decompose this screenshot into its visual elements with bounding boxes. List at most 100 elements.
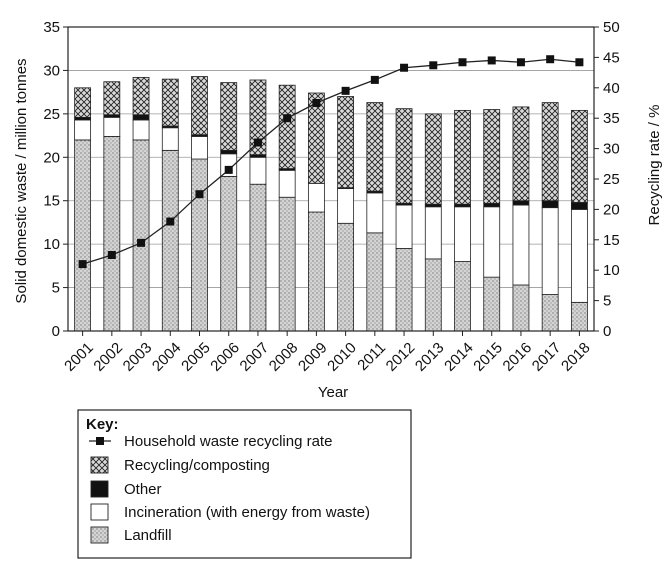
legend-label: Landfill (124, 527, 172, 544)
bar-segment-recycling-composting (307, 92, 325, 184)
line-point (283, 114, 292, 123)
y2-tick-label: 40 (603, 80, 620, 97)
bar-segment-recycling-composting (424, 113, 442, 205)
bar-segment-recycling-composting (541, 102, 559, 202)
bar-segment-landfill (191, 158, 208, 332)
x-tick-label: 2011 (354, 339, 389, 374)
y2-tick-label: 5 (603, 293, 611, 310)
bar-segment-recycling-composting (132, 76, 150, 116)
bar-segment-recycling-composting (483, 109, 501, 204)
bar-segment-other (132, 114, 150, 121)
right-axis-ticks: 0 5 10 15 20 25 30 35 40 45 50 (594, 19, 620, 340)
y-tick-label: 30 (43, 62, 60, 79)
y2-tick-label: 25 (603, 171, 620, 188)
stacked-bars (74, 76, 588, 332)
y-tick-label: 0 (52, 323, 60, 340)
bar-segment-incineration-with-energy-from-waste (278, 169, 296, 198)
legend-marker-swatch (96, 437, 104, 445)
y2-tick-label: 30 (603, 141, 620, 158)
bar-segment-recycling-composting (74, 87, 92, 118)
line-point (195, 190, 204, 199)
x-tick-label: 2012 (383, 339, 419, 375)
x-axis-title: Year (318, 384, 348, 401)
y-tick-label: 25 (43, 106, 60, 123)
bar-segment-recycling-composting (249, 79, 267, 156)
bar-segment-recycling-composting (570, 109, 588, 203)
bar-segment-recycling-composting (512, 106, 530, 202)
legend-swatch (90, 503, 109, 521)
bar-segment-incineration-with-energy-from-waste (483, 206, 501, 278)
line-point (575, 58, 584, 67)
x-tick-label: 2014 (441, 339, 477, 375)
x-tick-label: 2013 (412, 339, 448, 375)
bar-segment-recycling-composting (395, 108, 413, 204)
y2-axis-title: Recycling rate / % (646, 105, 663, 226)
bar-segment-landfill (337, 222, 355, 332)
line-point (546, 55, 555, 64)
bar-segment-incineration-with-energy-from-waste (337, 188, 355, 224)
y2-tick-label: 50 (603, 19, 620, 36)
legend-title: Key: (86, 416, 119, 433)
legend-swatch (90, 526, 109, 544)
legend-item: Recycling/composting (90, 456, 270, 474)
legend-swatch (90, 456, 109, 474)
bar-segment-landfill (454, 261, 471, 332)
line-point (429, 61, 438, 70)
line-point (400, 63, 409, 72)
line-point (137, 238, 146, 247)
bar-segment-landfill (249, 183, 267, 332)
line-point (107, 251, 116, 259)
legend-label: Other (124, 481, 162, 498)
bar-segment-recycling-composting (220, 82, 238, 151)
line-point (516, 58, 525, 67)
bar-segment-other (220, 149, 238, 155)
legend-item: Landfill (90, 526, 172, 544)
bar-segment-incineration-with-energy-from-waste (103, 116, 121, 137)
x-tick-label: 2003 (120, 339, 156, 375)
line-point (166, 217, 175, 226)
bar-segment-recycling-composting (191, 76, 208, 136)
y2-tick-label: 20 (603, 201, 620, 218)
bar-segment-incineration-with-energy-from-waste (74, 119, 92, 141)
bar-segment-recycling-composting (278, 84, 296, 169)
bar-segment-landfill (366, 232, 384, 332)
bar-segment-incineration-with-energy-from-waste (395, 204, 413, 249)
legend-label: Incineration (with energy from waste) (124, 504, 370, 521)
bar-segment-incineration-with-energy-from-waste (570, 208, 588, 303)
bar-segment-landfill (132, 139, 150, 332)
bar-segment-landfill (74, 139, 92, 332)
x-tick-label: 2017 (529, 339, 565, 375)
bar-segment-incineration-with-energy-from-waste (512, 204, 530, 286)
bar-segment-incineration-with-energy-from-waste (307, 182, 325, 213)
line-path (82, 58, 580, 265)
x-tick-label: 2016 (500, 339, 536, 375)
bar-segment-recycling-composting (454, 109, 471, 205)
x-tick-label: 2005 (178, 339, 214, 375)
y2-tick-label: 10 (603, 262, 620, 279)
x-tick-label: 2018 (558, 339, 594, 375)
y2-tick-label: 35 (603, 110, 620, 127)
x-tick-label: 2015 (470, 339, 506, 375)
bar-segment-landfill (483, 276, 501, 332)
line-point (487, 56, 496, 65)
y-axis-title: Solid domestic waste / million tonnes (13, 58, 30, 303)
bar-segment-landfill (395, 248, 413, 332)
legend-item: Incineration (with energy from waste) (90, 503, 370, 521)
bar-segment-other (512, 200, 530, 206)
legend-label: Household waste recycling rate (124, 433, 332, 450)
bar-segment-landfill (512, 284, 530, 332)
y-tick-label: 5 (52, 280, 60, 297)
x-tick-label: 2007 (237, 339, 273, 375)
x-tick-label: 2001 (61, 339, 97, 375)
legend: Key: Household waste recycling rate Recyc… (77, 409, 412, 559)
bar-segment-incineration-with-energy-from-waste (424, 206, 442, 260)
bar-segment-other (483, 202, 501, 208)
bar-segment-landfill (570, 301, 588, 332)
y-tick-label: 15 (43, 193, 60, 210)
line-point (253, 138, 262, 147)
line-point (370, 75, 379, 84)
bar-segment-incineration-with-energy-from-waste (366, 192, 384, 234)
gridlines (68, 70, 594, 288)
bar-segment-other (570, 202, 588, 210)
